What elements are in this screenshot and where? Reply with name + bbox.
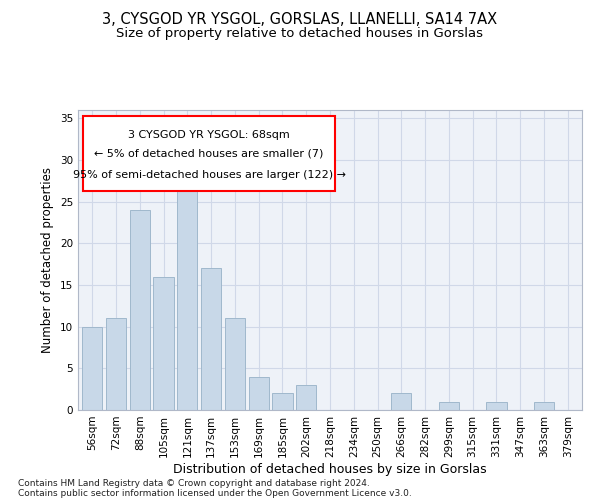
Bar <box>248 376 269 410</box>
Text: ← 5% of detached houses are smaller (7): ← 5% of detached houses are smaller (7) <box>94 148 324 158</box>
Bar <box>201 268 221 410</box>
Text: 3, CYSGOD YR YSGOL, GORSLAS, LLANELLI, SA14 7AX: 3, CYSGOD YR YSGOL, GORSLAS, LLANELLI, S… <box>103 12 497 28</box>
X-axis label: Distribution of detached houses by size in Gorslas: Distribution of detached houses by size … <box>173 462 487 475</box>
Bar <box>177 185 197 410</box>
FancyBboxPatch shape <box>83 116 335 191</box>
Bar <box>439 402 459 410</box>
Bar <box>130 210 150 410</box>
Y-axis label: Number of detached properties: Number of detached properties <box>41 167 55 353</box>
Bar <box>534 402 554 410</box>
Text: Contains HM Land Registry data © Crown copyright and database right 2024.: Contains HM Land Registry data © Crown c… <box>18 478 370 488</box>
Bar <box>487 402 506 410</box>
Bar <box>225 318 245 410</box>
Bar <box>82 326 103 410</box>
Text: Contains public sector information licensed under the Open Government Licence v3: Contains public sector information licen… <box>18 488 412 498</box>
Bar <box>296 385 316 410</box>
Text: 3 CYSGOD YR YSGOL: 68sqm: 3 CYSGOD YR YSGOL: 68sqm <box>128 130 290 140</box>
Bar <box>154 276 173 410</box>
Bar <box>106 318 126 410</box>
Text: 95% of semi-detached houses are larger (122) →: 95% of semi-detached houses are larger (… <box>73 170 346 179</box>
Bar <box>391 394 412 410</box>
Bar <box>272 394 293 410</box>
Text: Size of property relative to detached houses in Gorslas: Size of property relative to detached ho… <box>116 28 484 40</box>
